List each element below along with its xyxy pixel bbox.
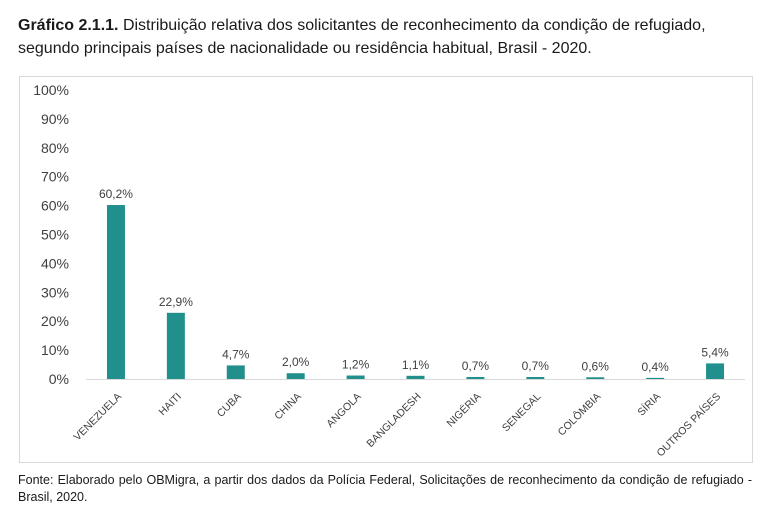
data-label: 0,4% — [641, 360, 669, 374]
y-tick-label: 40% — [41, 255, 69, 271]
source-note: Fonte: Elaborado pelo OBMigra, a partir … — [18, 473, 752, 504]
data-label: 0,6% — [582, 359, 610, 373]
chart-frame — [19, 76, 753, 463]
bar — [166, 312, 185, 379]
bar — [586, 377, 605, 379]
x-tick-label: HAITI — [157, 391, 184, 418]
bar — [706, 363, 725, 379]
data-label: 22,9% — [159, 295, 193, 309]
x-tick-label: VENEZUELA — [71, 391, 124, 444]
x-tick-label: BANGLADESH — [364, 391, 423, 450]
y-tick-label: 80% — [41, 140, 69, 156]
data-label: 2,0% — [282, 355, 310, 369]
x-tick-label: NIGÉRIA — [444, 390, 484, 430]
chart-caption: Gráfico 2.1.1. Distribuição relativa dos… — [18, 14, 758, 60]
x-tick-label: OUTROS PAÍSES — [654, 390, 723, 459]
data-label: 0,7% — [522, 359, 550, 373]
bar-chart: 0% 10% 20% 30% 40% 50% 60% 70% 80% 90% 100% 60,2% VE… — [33, 82, 745, 459]
data-label: 1,2% — [342, 358, 370, 372]
y-tick-label: 30% — [41, 284, 69, 300]
x-tick-label: CUBA — [215, 391, 244, 420]
bar — [406, 375, 425, 379]
y-tick-label: 70% — [41, 169, 69, 185]
bar — [226, 365, 245, 379]
data-label: 4,7% — [222, 347, 250, 361]
y-tick-label: 100% — [33, 82, 69, 98]
data-label: 60,2% — [99, 187, 133, 201]
caption-label: Gráfico 2.1.1. — [18, 17, 119, 34]
x-tick-label: SÍRIA — [635, 390, 664, 419]
bar — [346, 375, 365, 379]
y-tick-label: 20% — [41, 313, 69, 329]
x-tick-label: COLÔMBIA — [555, 390, 603, 438]
data-label: 0,7% — [462, 359, 490, 373]
bar — [646, 377, 665, 379]
y-tick-label: 60% — [41, 198, 69, 214]
bar — [466, 376, 485, 379]
x-tick-label: CHINA — [272, 391, 304, 423]
data-label: 1,1% — [402, 358, 430, 372]
y-tick-label: 50% — [41, 227, 69, 243]
y-tick-label: 10% — [41, 342, 69, 358]
y-tick-label: 0% — [49, 371, 69, 387]
bar — [526, 376, 545, 379]
bar — [106, 205, 125, 379]
x-tick-label: ANGOLA — [324, 391, 363, 430]
caption-text: Distribuição relativa dos solicitantes d… — [18, 17, 706, 57]
data-label: 5,4% — [701, 345, 729, 359]
y-tick-label: 90% — [41, 111, 69, 127]
bar — [286, 373, 305, 379]
x-tick-label: SENEGAL — [500, 391, 544, 435]
